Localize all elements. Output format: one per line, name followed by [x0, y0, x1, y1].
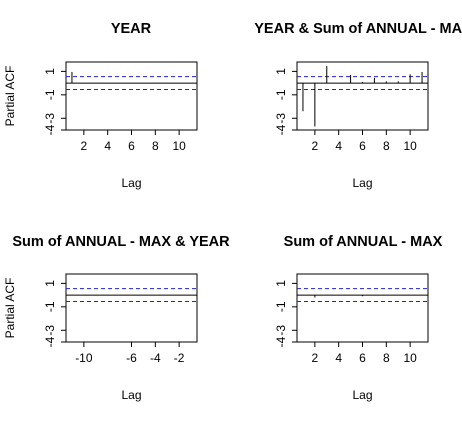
x-tick-label: 8 — [383, 139, 390, 153]
y-tick-label: -1 — [43, 89, 57, 100]
x-tick-label: 6 — [359, 139, 366, 153]
y-tick-label: 1 — [274, 68, 288, 75]
y-tick-label: 1 — [274, 280, 288, 287]
x-axis-label: Lag — [352, 388, 372, 402]
y-tick-label: -3 — [43, 325, 57, 336]
plot-frame — [297, 62, 428, 130]
y-tick-label: 1 — [43, 68, 57, 75]
x-tick-label: 10 — [403, 139, 417, 153]
x-tick-label: 2 — [312, 351, 319, 365]
y-tick-label: -3 — [274, 325, 288, 336]
x-tick-label: 10 — [172, 139, 186, 153]
y-tick-label: -1 — [274, 301, 288, 312]
pacf-panel-2: YEAR & Sum of ANNUAL - MAX 2 4 6 8 10 -4-3 -1 1 L… — [254, 21, 462, 190]
y-tick-label: 1 — [43, 280, 57, 287]
x-tick-label: -2 — [174, 351, 185, 365]
plot-frame — [66, 62, 197, 130]
y-tick-label: -4 — [274, 124, 288, 135]
y-axis-label: Partial ACF — [3, 278, 17, 339]
y-tick-label: -4 — [43, 336, 57, 347]
pacf-panel-1: YEAR 2 4 6 8 10 -4-3 -1 1 Lag Partial ACF — [3, 21, 197, 190]
x-tick-label: 2 — [312, 139, 319, 153]
chart-title: YEAR — [111, 21, 152, 37]
x-tick-label: 4 — [335, 351, 342, 365]
x-axis-label: Lag — [352, 176, 372, 190]
chart-title: Sum of ANNUAL - MAX & YEAR — [12, 234, 230, 250]
x-tick-label: 8 — [383, 351, 390, 365]
chart-title: YEAR & Sum of ANNUAL - MAX — [254, 21, 462, 37]
x-tick-label: -10 — [75, 351, 93, 365]
x-tick-label: -6 — [126, 351, 137, 365]
x-tick-label: 4 — [335, 139, 342, 153]
plot-frame — [297, 274, 428, 342]
x-tick-label: 6 — [128, 139, 135, 153]
y-axis-label: Partial ACF — [3, 66, 17, 127]
pacf-panel-4: Sum of ANNUAL - MAX 2 4 6 8 10 -4-3 -1 1 Lag — [274, 234, 443, 402]
y-tick-label: -3 — [274, 113, 288, 124]
y-tick-label: -4 — [274, 336, 288, 347]
x-axis-label: Lag — [121, 176, 141, 190]
x-tick-label: 6 — [359, 351, 366, 365]
y-tick-label: -3 — [43, 113, 57, 124]
x-tick-label: 2 — [81, 139, 88, 153]
x-tick-label: 10 — [403, 351, 417, 365]
y-tick-label: -4 — [43, 124, 57, 135]
x-tick-label: 8 — [152, 139, 159, 153]
x-tick-label: 4 — [104, 139, 111, 153]
y-tick-label: -1 — [43, 301, 57, 312]
y-tick-label: -1 — [274, 89, 288, 100]
x-axis-label: Lag — [121, 388, 141, 402]
pacf-panel-3: Sum of ANNUAL - MAX & YEAR-10 -6 -4 -2-4-3-… — [3, 234, 230, 402]
x-tick-label: -4 — [150, 351, 161, 365]
chart-title: Sum of ANNUAL - MAX — [284, 234, 443, 250]
plot-frame — [66, 274, 197, 342]
